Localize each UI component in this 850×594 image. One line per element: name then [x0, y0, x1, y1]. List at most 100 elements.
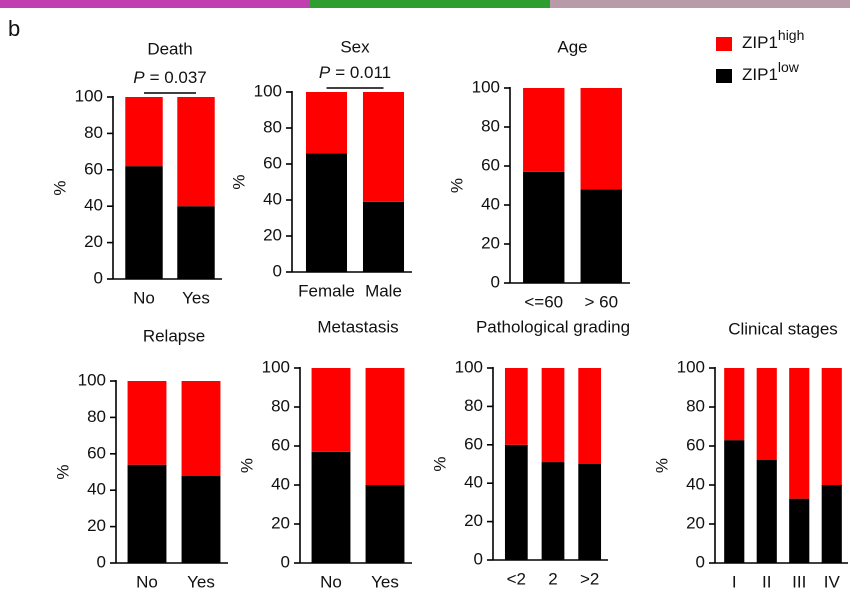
- chart-title: Death: [147, 39, 192, 58]
- bar-segment: [312, 368, 351, 452]
- x-tick-label: II: [762, 572, 771, 591]
- bar-segment: [505, 368, 528, 445]
- y-tick-label: 40: [481, 194, 500, 213]
- x-tick-label: No: [320, 572, 342, 591]
- y-tick-label: 100: [472, 77, 500, 96]
- y-tick-label: 60: [271, 435, 290, 454]
- panel-label: b: [8, 16, 20, 41]
- y-tick-label: 100: [75, 86, 103, 105]
- x-tick-label: Yes: [187, 572, 215, 591]
- annotation-symbol: P: [319, 63, 331, 82]
- legend-name: ZIP1: [742, 65, 778, 84]
- y-tick-label: 80: [464, 396, 483, 415]
- bar-segment: [542, 462, 565, 560]
- y-tick-label: 100: [455, 357, 483, 376]
- chart-title: Relapse: [143, 326, 205, 345]
- y-tick-label: 0: [474, 549, 483, 568]
- y-tick-label: 60: [481, 155, 500, 174]
- bar-segment: [366, 368, 405, 485]
- legend-label: ZIP1low: [742, 59, 800, 85]
- y-tick-label: 60: [686, 435, 705, 454]
- bar-segment: [128, 381, 167, 465]
- x-tick-label: > 60: [584, 292, 618, 311]
- x-tick-label: III: [792, 572, 806, 591]
- bar-segment: [523, 172, 564, 283]
- bar-segment: [757, 368, 777, 460]
- y-tick-label: 60: [84, 159, 103, 178]
- y-tick-label: 80: [84, 123, 103, 142]
- y-axis-label: %: [229, 174, 248, 189]
- y-tick-label: 60: [87, 443, 106, 462]
- y-tick-label: 80: [481, 116, 500, 135]
- bar-segment: [581, 88, 622, 189]
- bar-segment: [182, 476, 221, 563]
- annotation-symbol: P: [133, 68, 145, 87]
- y-tick-label: 40: [87, 480, 106, 499]
- y-tick-label: 80: [271, 396, 290, 415]
- bar-segment: [366, 485, 405, 563]
- y-tick-label: 100: [78, 370, 106, 389]
- legend-superscript: low: [778, 59, 800, 75]
- x-tick-label: Female: [298, 281, 355, 300]
- bar-segment: [789, 368, 809, 499]
- chart-title: Metastasis: [317, 317, 398, 336]
- chart-title: Age: [557, 37, 587, 56]
- y-tick-label: 0: [273, 261, 282, 280]
- y-tick-label: 0: [97, 552, 106, 571]
- bar-segment: [125, 97, 162, 166]
- annotation: P= 0.011: [319, 63, 391, 82]
- y-tick-label: 20: [686, 513, 705, 532]
- x-tick-label: Yes: [371, 572, 399, 591]
- y-axis-label: %: [53, 464, 72, 479]
- y-tick-label: 20: [271, 513, 290, 532]
- x-tick-label: No: [133, 288, 155, 307]
- annotation-text: = 0.011: [335, 63, 391, 82]
- bar-segment: [822, 368, 842, 485]
- bar-segment: [363, 202, 404, 272]
- y-tick-label: 20: [263, 225, 282, 244]
- y-tick-label: 100: [262, 357, 290, 376]
- legend-name: ZIP1: [742, 33, 778, 52]
- y-tick-label: 40: [84, 196, 103, 215]
- y-axis-label: %: [652, 458, 671, 473]
- y-axis-label: %: [430, 456, 449, 471]
- legend-label: ZIP1high: [742, 27, 804, 53]
- y-tick-label: 20: [464, 511, 483, 530]
- x-tick-label: Yes: [182, 288, 210, 307]
- y-tick-label: 40: [464, 473, 483, 492]
- y-tick-label: 60: [263, 153, 282, 172]
- bar-segment: [581, 189, 622, 283]
- y-tick-label: 40: [263, 189, 282, 208]
- x-tick-label: <2: [507, 569, 526, 588]
- chart-title: Pathological grading: [476, 317, 630, 336]
- bar-segment: [578, 368, 601, 464]
- bar-segment: [128, 465, 167, 563]
- bar-segment: [505, 445, 528, 560]
- legend-swatch: [716, 69, 732, 83]
- y-tick-label: 40: [686, 474, 705, 493]
- y-tick-label: 0: [94, 268, 103, 287]
- x-tick-label: No: [136, 572, 158, 591]
- y-tick-label: 100: [677, 357, 705, 376]
- y-tick-label: 80: [263, 117, 282, 136]
- bar-segment: [306, 92, 347, 153]
- chart-title: Sex: [340, 37, 370, 56]
- figure: b Death%020406080100NoYesP= 0.037ZIP1hig…: [0, 0, 850, 594]
- x-tick-label: <=60: [524, 292, 563, 311]
- y-tick-label: 0: [281, 552, 290, 571]
- bar-segment: [724, 440, 744, 563]
- bar-segment: [306, 153, 347, 272]
- x-tick-label: Male: [365, 281, 402, 300]
- y-tick-label: 40: [271, 474, 290, 493]
- bar-segment: [542, 368, 565, 462]
- chart-title: Clinical stages: [728, 319, 838, 338]
- bar-segment: [523, 88, 564, 172]
- annotation-text: = 0.037: [150, 68, 207, 87]
- bar-segment: [182, 381, 221, 476]
- x-tick-label: 2: [548, 569, 557, 588]
- legend-superscript: high: [778, 27, 804, 43]
- bar-segment: [578, 464, 601, 560]
- y-tick-label: 20: [87, 516, 106, 535]
- legend-swatch: [716, 37, 732, 51]
- bar-segment: [177, 97, 214, 206]
